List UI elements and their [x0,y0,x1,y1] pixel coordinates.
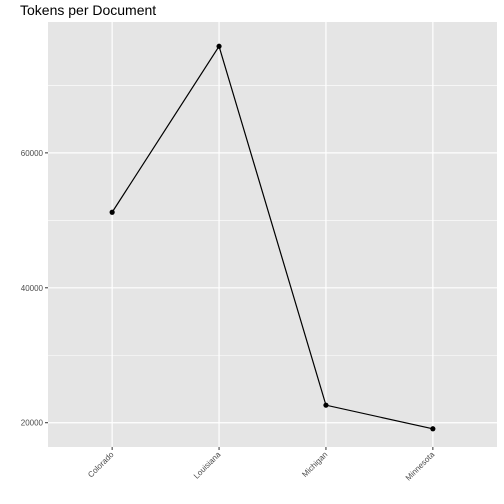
series-line [111,44,433,430]
x-tick-label: Minnesota [404,450,437,483]
grid-lines [48,22,497,447]
x-tick-label: Louisiana [192,450,223,481]
data-point [323,402,329,408]
data-point [430,426,436,432]
series [109,43,436,432]
y-tick-label: 20000 [21,419,44,428]
x-tick-label: Michigan [300,450,329,479]
y-tick-label: 40000 [21,284,44,293]
plot-panel [48,22,497,447]
chart-title: Tokens per Document [20,2,157,18]
y-tick-label: 60000 [21,149,44,158]
data-point [216,43,222,49]
x-tick-label: Colorado [86,450,116,480]
data-point [109,209,115,215]
